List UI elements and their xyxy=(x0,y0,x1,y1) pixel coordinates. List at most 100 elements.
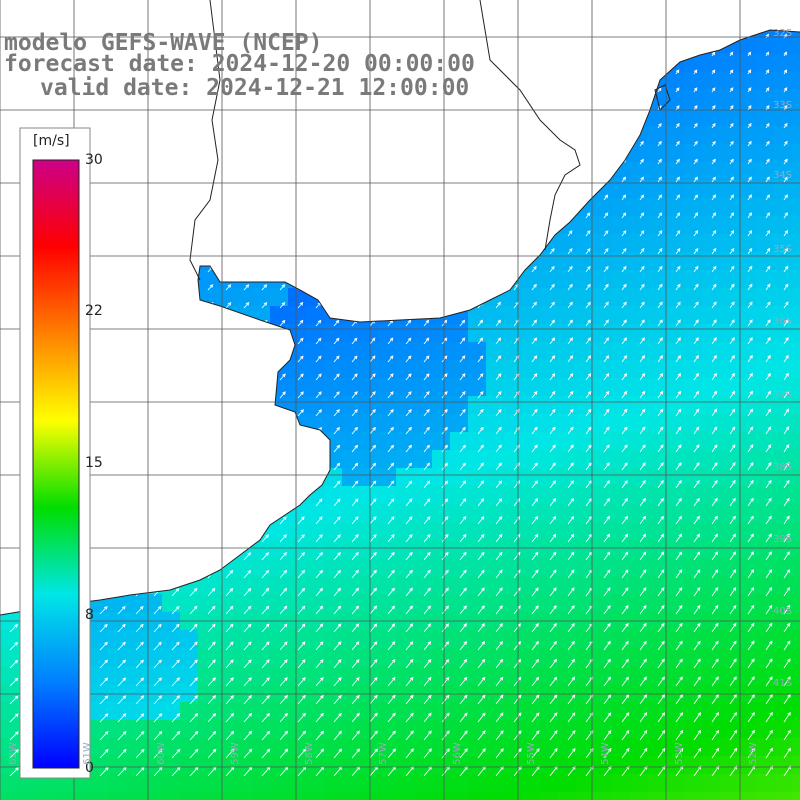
wind-cell xyxy=(468,774,486,792)
wind-cell xyxy=(648,198,666,216)
wind-cell xyxy=(270,288,288,306)
wind-arrow xyxy=(405,337,412,345)
wind-arrow xyxy=(747,747,756,759)
colorbar-tick-label: 0 xyxy=(85,760,94,776)
wind-cell xyxy=(540,252,558,270)
wind-cell xyxy=(540,648,558,666)
wind-arrow xyxy=(279,569,288,579)
wind-cell xyxy=(774,342,792,360)
wind-cell xyxy=(774,252,792,270)
wind-cell xyxy=(540,270,558,288)
wind-cell xyxy=(0,630,18,648)
wind-arrow xyxy=(441,551,449,561)
wind-cell xyxy=(756,738,774,756)
wind-arrow xyxy=(459,676,468,687)
wind-arrow xyxy=(477,337,484,345)
wind-arrow xyxy=(297,730,307,741)
wind-cell xyxy=(612,540,630,558)
wind-arrow xyxy=(765,604,773,615)
wind-arrow xyxy=(423,605,431,615)
wind-cell xyxy=(756,324,774,342)
wind-cell xyxy=(36,792,54,800)
wind-arrow xyxy=(207,284,214,291)
wind-arrow xyxy=(621,730,630,741)
wind-arrow xyxy=(639,497,646,507)
wind-arrow xyxy=(639,265,645,273)
wind-cell xyxy=(432,396,450,414)
wind-cell xyxy=(342,468,360,486)
wind-arrow xyxy=(531,480,538,489)
wind-arrow xyxy=(441,373,448,381)
wind-arrow xyxy=(585,426,592,435)
wind-cell xyxy=(234,792,252,800)
wind-cell xyxy=(792,324,800,342)
wind-arrow xyxy=(351,409,358,417)
wind-arrow xyxy=(171,677,180,687)
wind-cell xyxy=(612,234,630,252)
wind-arrow xyxy=(495,623,503,633)
wind-cell xyxy=(252,648,270,666)
wind-arrow xyxy=(765,194,770,201)
wind-arrow xyxy=(423,480,431,489)
wind-cell xyxy=(450,324,468,342)
wind-cell xyxy=(648,648,666,666)
wind-cell xyxy=(648,666,666,684)
wind-cell xyxy=(792,378,800,396)
wind-cell xyxy=(504,414,522,432)
wind-arrow xyxy=(495,462,502,471)
wind-arrow xyxy=(495,605,503,615)
wind-arrow xyxy=(477,462,484,471)
wind-arrow xyxy=(621,515,628,525)
wind-arrow xyxy=(117,748,127,759)
wind-cell xyxy=(612,774,630,792)
wind-arrow xyxy=(279,641,288,651)
wind-arrow xyxy=(621,355,628,363)
wind-arrow xyxy=(729,747,738,759)
wind-arrow xyxy=(603,319,609,327)
wind-arrow xyxy=(333,337,340,345)
wind-arrow xyxy=(441,658,450,669)
wind-arrow xyxy=(621,337,627,345)
wind-arrow xyxy=(783,390,789,399)
wind-arrow xyxy=(765,569,772,579)
wind-arrow xyxy=(207,587,216,597)
wind-arrow xyxy=(153,659,162,669)
wind-cell xyxy=(504,378,522,396)
wind-cell xyxy=(450,774,468,792)
wind-arrow xyxy=(765,51,770,57)
wind-cell xyxy=(216,756,234,774)
wind-arrow xyxy=(675,569,683,579)
wind-cell xyxy=(612,594,630,612)
wind-cell xyxy=(162,630,180,648)
wind-cell xyxy=(342,702,360,720)
wind-cell xyxy=(306,666,324,684)
wind-cell xyxy=(450,756,468,774)
wind-cell xyxy=(612,396,630,414)
wind-cell xyxy=(684,108,702,126)
wind-cell xyxy=(306,306,324,324)
wind-arrow xyxy=(567,462,574,471)
wind-cell xyxy=(756,126,774,144)
wind-arrow xyxy=(279,677,288,687)
wind-arrow xyxy=(387,605,396,615)
wind-arrow xyxy=(333,480,341,489)
wind-cell xyxy=(576,792,594,800)
wind-arrow xyxy=(693,462,700,471)
wind-cell xyxy=(144,792,162,800)
wind-arrow xyxy=(747,122,752,129)
wind-cell xyxy=(738,108,756,126)
wind-arrow xyxy=(225,677,234,687)
wind-arrow xyxy=(531,676,540,687)
wind-cell xyxy=(468,684,486,702)
wind-cell xyxy=(576,324,594,342)
wind-cell xyxy=(540,774,558,792)
wind-cell xyxy=(270,738,288,756)
wind-arrow xyxy=(297,516,305,525)
wind-cell xyxy=(522,774,540,792)
wind-cell xyxy=(522,558,540,576)
wind-arrow xyxy=(639,605,647,615)
wind-arrow xyxy=(441,676,450,687)
wind-arrow xyxy=(531,694,540,705)
wind-cell xyxy=(648,558,666,576)
wind-arrow xyxy=(351,462,359,471)
